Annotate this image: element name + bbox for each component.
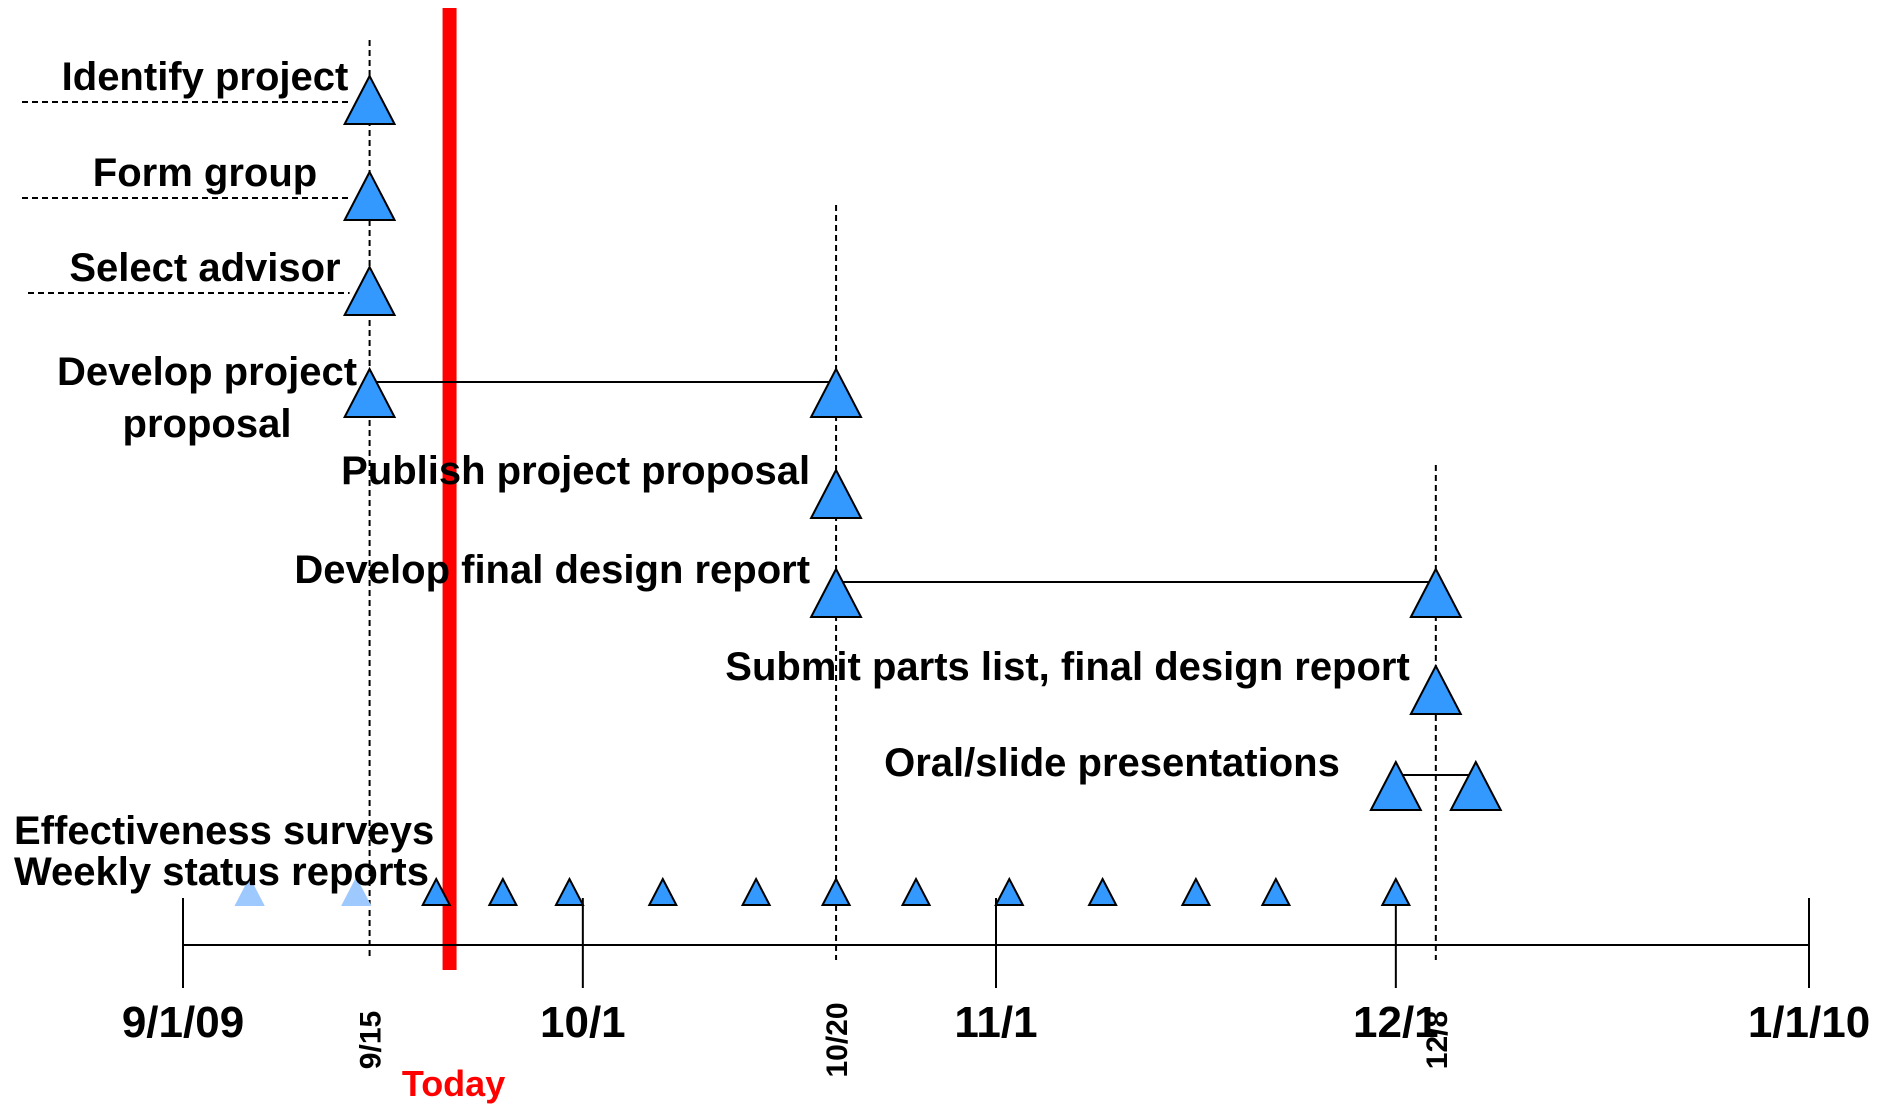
task-rows: Identify project Form group Select advisor… — [22, 55, 1503, 811]
task-label: Oral/slide presentations — [884, 741, 1340, 785]
task-start-marker — [342, 366, 397, 418]
axis-tick-label: 11/1 — [954, 998, 1037, 1047]
recurring-label: Weekly status reports — [14, 850, 429, 894]
recurring-marker — [900, 876, 932, 906]
recurring-marker — [994, 876, 1025, 906]
recurring-label: Effectiveness surveys — [14, 809, 434, 853]
task-start-marker — [342, 169, 397, 221]
recurring-marker — [1087, 876, 1118, 906]
axis-tick-label: 9/1/09 — [122, 998, 244, 1047]
recurring-marker — [554, 876, 585, 906]
task-label: Publish project proposal — [341, 449, 810, 493]
task-label: proposal — [123, 402, 292, 446]
axis-tick-label: 12/1 — [1353, 998, 1439, 1047]
reference-date-label: 9/15 — [355, 1011, 388, 1069]
today-marker: Today — [402, 8, 505, 1104]
task-label: Form group — [93, 151, 317, 195]
task-start-marker — [1409, 663, 1463, 715]
task-row: Develop final design report — [294, 548, 1463, 618]
recurring-marker — [421, 876, 452, 906]
recurring-marker — [1380, 876, 1412, 906]
task-row: Oral/slide presentations — [884, 741, 1503, 811]
task-end-marker — [809, 366, 863, 418]
recurring-marker — [1260, 876, 1292, 906]
task-end-marker — [1449, 759, 1503, 811]
task-label: Develop final design report — [294, 548, 810, 592]
recurring-marker — [341, 876, 372, 906]
recurring-marker — [234, 876, 265, 906]
task-row: Publish project proposal — [341, 449, 863, 519]
task-start-marker — [809, 467, 863, 519]
recurring-marker — [820, 876, 852, 906]
time-axis: 9/1/09 10/1 11/1 12/1 1/1/10 — [122, 898, 1870, 1047]
task-start-marker — [809, 566, 863, 618]
today-label: Today — [402, 1063, 505, 1104]
task-label: Develop project — [57, 350, 357, 394]
reference-lines: 9/15 10/20 12/8 — [355, 40, 1454, 1078]
task-start-marker — [342, 264, 397, 316]
task-label: Submit parts list, final design report — [725, 645, 1410, 689]
task-row: Submit parts list, final design report — [725, 645, 1463, 715]
task-label: Identify project — [62, 55, 349, 99]
task-label: Select advisor — [69, 246, 340, 290]
recurring-marker — [487, 876, 519, 906]
reference-date-label: 12/8 — [1421, 1011, 1454, 1069]
task-row: Select advisor — [28, 246, 397, 316]
reference-date-label: 10/20 — [821, 1002, 854, 1077]
recurring-marker — [1180, 876, 1212, 906]
task-start-marker — [342, 73, 397, 125]
axis-tick-label: 1/1/10 — [1748, 998, 1870, 1047]
task-row: Form group — [22, 151, 397, 221]
axis-tick-label: 10/1 — [540, 998, 626, 1047]
recurring-marker — [740, 876, 772, 906]
today-line — [442, 8, 457, 970]
task-end-marker — [1409, 566, 1463, 618]
task-row: Develop project proposal — [57, 350, 863, 446]
task-row: Identify project — [22, 55, 397, 125]
task-start-marker — [1369, 759, 1423, 811]
recurring-marker — [647, 876, 678, 906]
